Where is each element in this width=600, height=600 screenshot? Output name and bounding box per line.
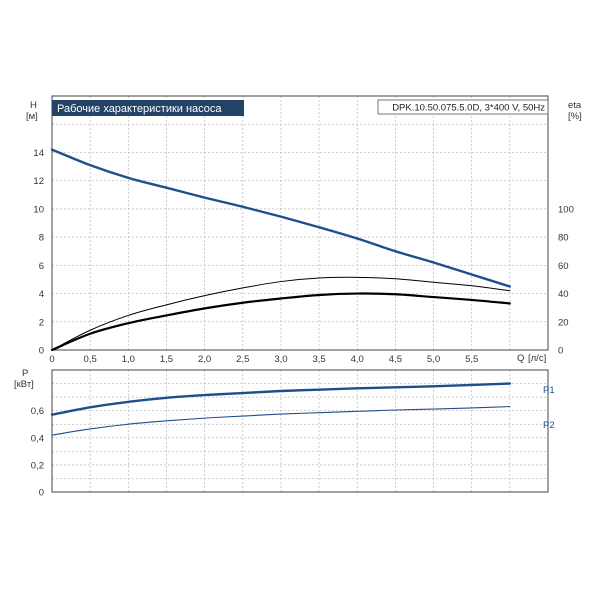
x-tick-label: 1,5 [160, 354, 173, 365]
bottom-tick-labels: 0 0,2 0,4 0,6 [31, 406, 44, 498]
y-tick-label: 0 [39, 346, 44, 357]
p-tick-label: 0 [39, 488, 44, 499]
model-label: DPK.10.50.075.5.0D, 3*400 V, 50Hz [392, 103, 545, 114]
p-tick-label: 0,4 [31, 433, 44, 444]
x-axis-unit: [л/с] [528, 353, 546, 364]
y-tick-label: 10 [33, 204, 44, 215]
series-label-p1: P1 [543, 385, 555, 396]
efficiency-curve-thick [50, 292, 511, 352]
y-axis-label: H [30, 100, 37, 111]
y-tick-label: 4 [39, 289, 44, 300]
y-tick-label: 6 [39, 261, 44, 272]
x-tick-label: 3,0 [274, 354, 287, 365]
top-plot-frame [51, 95, 549, 351]
p-axis-label: P [22, 368, 28, 379]
x-tick-label: 4,0 [351, 354, 364, 365]
x-tick-label: 5,5 [465, 354, 478, 365]
y2-tick-label: 40 [558, 289, 569, 300]
power-p1-curve [50, 382, 512, 416]
top-grid [52, 96, 548, 350]
power-p2-curve [51, 406, 511, 436]
x-tick-label: 0 [49, 354, 54, 365]
y2-tick-label: 0 [558, 346, 563, 357]
x-tick-label: 5,0 [427, 354, 440, 365]
y-tick-label: 8 [39, 233, 44, 244]
y-tick-label: 2 [39, 317, 44, 328]
y2-tick-label: 100 [558, 204, 574, 215]
efficiency-curve-thin [51, 276, 511, 351]
y2-axis-label: eta [568, 100, 582, 111]
bottom-grid [52, 370, 548, 492]
p-axis-unit: [кВт] [14, 379, 34, 390]
y-tick-label: 12 [33, 176, 44, 187]
chart-title: Рабочие характеристики насоса [57, 103, 222, 115]
p-tick-label: 0,6 [31, 406, 44, 417]
x-tick-label: 2,0 [198, 354, 211, 365]
y2-tick-label: 60 [558, 261, 569, 272]
top-tick-labels: 0 0,5 1,0 1,5 2,0 2,5 3,0 3,5 4,0 4,5 5,0 5,5 0 2 4 6 8 1… [33, 148, 573, 365]
x-tick-label: 3,5 [312, 354, 325, 365]
y2-tick-label: 20 [558, 317, 569, 328]
top-series [50, 148, 512, 352]
y-tick-label: 14 [33, 148, 44, 159]
model-label-box [377, 99, 549, 115]
y-axis-unit: [м] [26, 111, 38, 122]
bottom-series [50, 382, 512, 436]
x-tick-label: 2,5 [236, 354, 249, 365]
series-label-p2: P2 [543, 420, 555, 431]
p-tick-label: 0,2 [31, 460, 44, 471]
head-curve [50, 148, 512, 288]
bottom-plot-frame [51, 369, 549, 493]
y2-tick-label: 80 [558, 233, 569, 244]
y2-axis-unit: [%] [568, 111, 582, 122]
x-axis-label: Q [517, 353, 524, 364]
chart-title-box [52, 100, 244, 116]
x-tick-label: 1,0 [122, 354, 135, 365]
x-tick-label: 4,5 [389, 354, 402, 365]
x-tick-label: 0,5 [84, 354, 97, 365]
